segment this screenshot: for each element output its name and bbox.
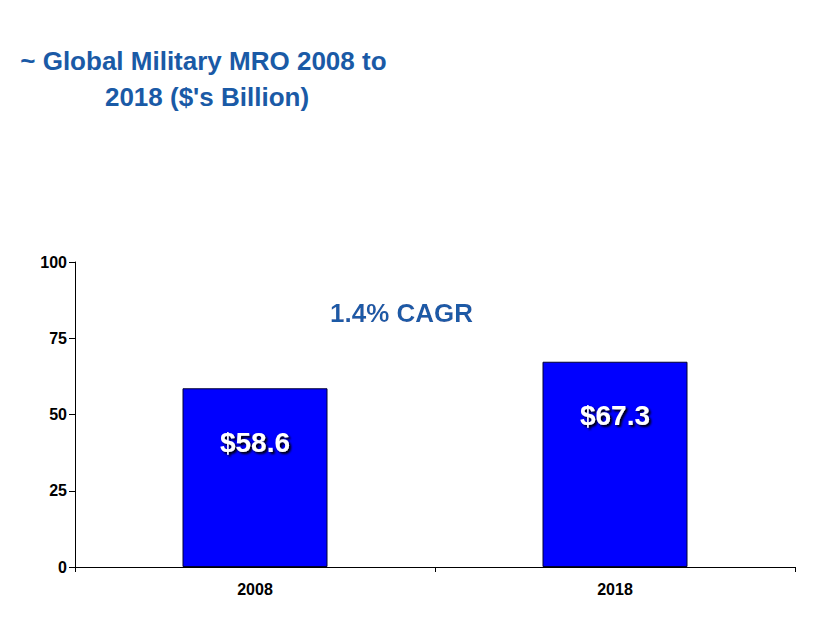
svg-text:0: 0 xyxy=(58,559,67,576)
svg-text:2018: 2018 xyxy=(597,581,633,598)
svg-text:2018 ($'s Billion): 2018 ($'s Billion) xyxy=(105,82,309,112)
svg-text:~ Global Military MRO 2008 to: ~ Global Military MRO 2008 to xyxy=(20,46,393,76)
svg-text:2008: 2008 xyxy=(237,581,273,598)
svg-text:1.4% CAGR: 1.4% CAGR xyxy=(330,298,473,328)
svg-text:75: 75 xyxy=(49,330,67,347)
svg-text:$67.3: $67.3 xyxy=(580,400,650,431)
svg-text:25: 25 xyxy=(49,482,67,499)
svg-text:50: 50 xyxy=(49,406,67,423)
svg-text:$58.6: $58.6 xyxy=(220,427,290,458)
svg-text:100: 100 xyxy=(40,254,67,271)
